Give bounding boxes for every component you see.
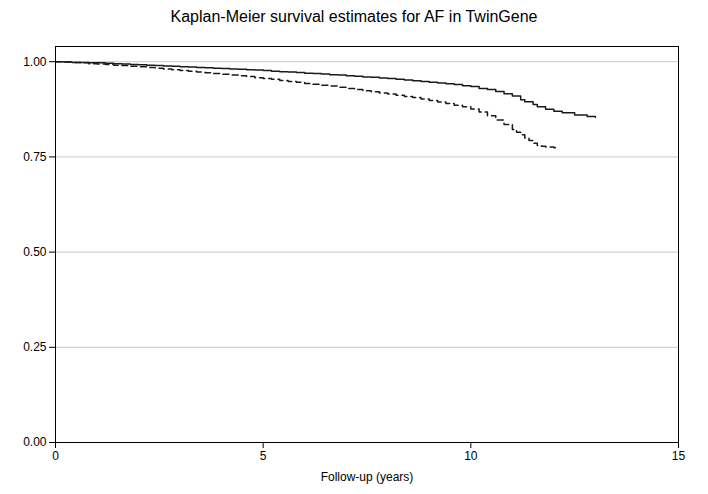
svg-text:Follow-up (years): Follow-up (years): [321, 470, 414, 484]
svg-text:0.50: 0.50: [23, 245, 47, 259]
svg-text:0: 0: [52, 449, 59, 463]
svg-text:0.75: 0.75: [23, 150, 47, 164]
html-text:Kaplan-Meier survival estimate: Kaplan-Meier survival estimates for AF i…: [170, 8, 538, 25]
svg-text:0.00: 0.00: [23, 435, 47, 449]
svg-text:15: 15: [672, 449, 686, 463]
svg-text:0.25: 0.25: [23, 340, 47, 354]
svg-text:10: 10: [464, 449, 478, 463]
svg-text:1.00: 1.00: [23, 55, 47, 69]
svg-text:5: 5: [260, 449, 267, 463]
